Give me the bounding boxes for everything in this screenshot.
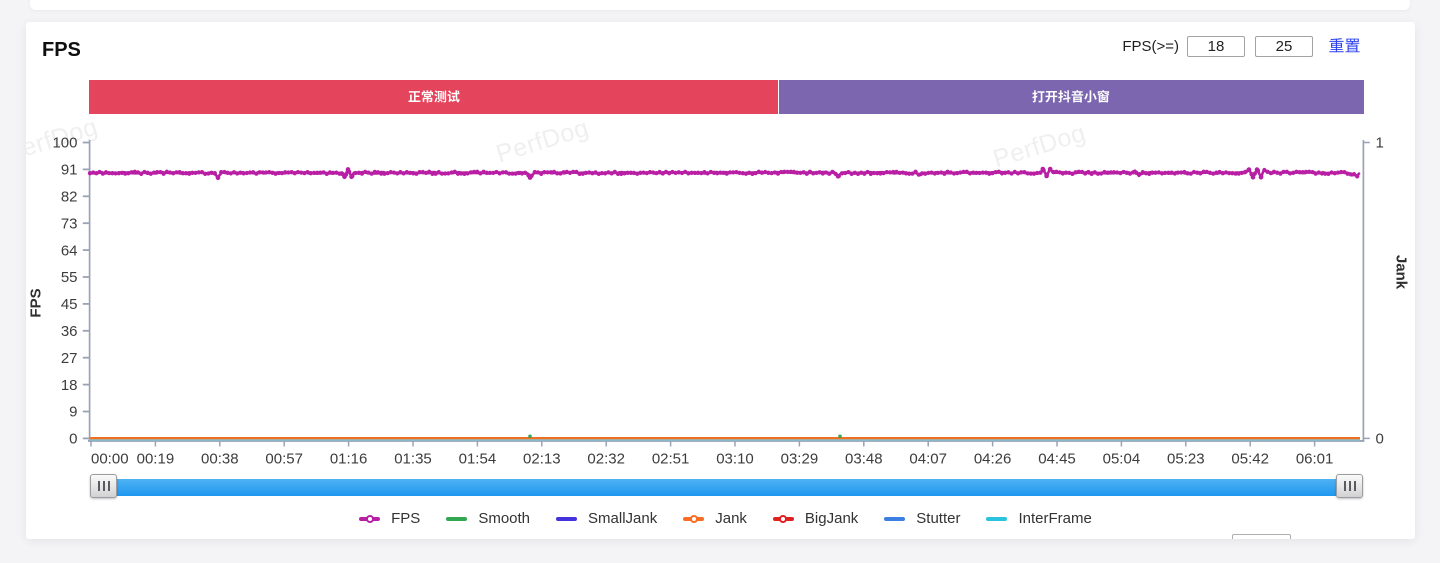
svg-text:03:29: 03:29 bbox=[781, 451, 819, 468]
svg-text:05:42: 05:42 bbox=[1231, 451, 1269, 468]
svg-text:9: 9 bbox=[69, 404, 77, 421]
svg-text:01:54: 01:54 bbox=[459, 451, 497, 468]
svg-text:03:48: 03:48 bbox=[845, 451, 883, 468]
svg-text:02:51: 02:51 bbox=[652, 451, 690, 468]
svg-text:36: 36 bbox=[61, 323, 78, 340]
svg-text:1: 1 bbox=[1376, 135, 1384, 152]
svg-text:18: 18 bbox=[61, 377, 78, 394]
svg-text:00:38: 00:38 bbox=[201, 451, 239, 468]
svg-text:55: 55 bbox=[61, 269, 78, 286]
svg-text:27: 27 bbox=[61, 350, 78, 367]
svg-text:03:10: 03:10 bbox=[716, 451, 754, 468]
svg-text:05:23: 05:23 bbox=[1167, 451, 1205, 468]
svg-text:05:04: 05:04 bbox=[1103, 451, 1141, 468]
svg-text:73: 73 bbox=[61, 215, 78, 232]
svg-text:06:01: 06:01 bbox=[1296, 451, 1334, 468]
svg-text:100: 100 bbox=[52, 135, 77, 152]
svg-text:91: 91 bbox=[61, 162, 78, 179]
svg-text:00:57: 00:57 bbox=[265, 451, 303, 468]
svg-text:0: 0 bbox=[69, 431, 77, 448]
svg-text:01:16: 01:16 bbox=[330, 451, 368, 468]
svg-text:45: 45 bbox=[61, 296, 78, 313]
svg-text:FPS: FPS bbox=[28, 288, 45, 317]
svg-text:0: 0 bbox=[1376, 431, 1384, 448]
svg-text:00:00: 00:00 bbox=[91, 451, 129, 468]
svg-text:Jank: Jank bbox=[1393, 255, 1410, 290]
svg-text:01:35: 01:35 bbox=[394, 451, 432, 468]
svg-text:04:07: 04:07 bbox=[909, 451, 947, 468]
svg-text:82: 82 bbox=[61, 189, 78, 206]
svg-text:02:32: 02:32 bbox=[587, 451, 625, 468]
svg-text:04:45: 04:45 bbox=[1038, 451, 1076, 468]
svg-text:64: 64 bbox=[61, 242, 78, 259]
svg-text:00:19: 00:19 bbox=[137, 451, 175, 468]
svg-text:02:13: 02:13 bbox=[523, 451, 561, 468]
svg-text:04:26: 04:26 bbox=[974, 451, 1012, 468]
